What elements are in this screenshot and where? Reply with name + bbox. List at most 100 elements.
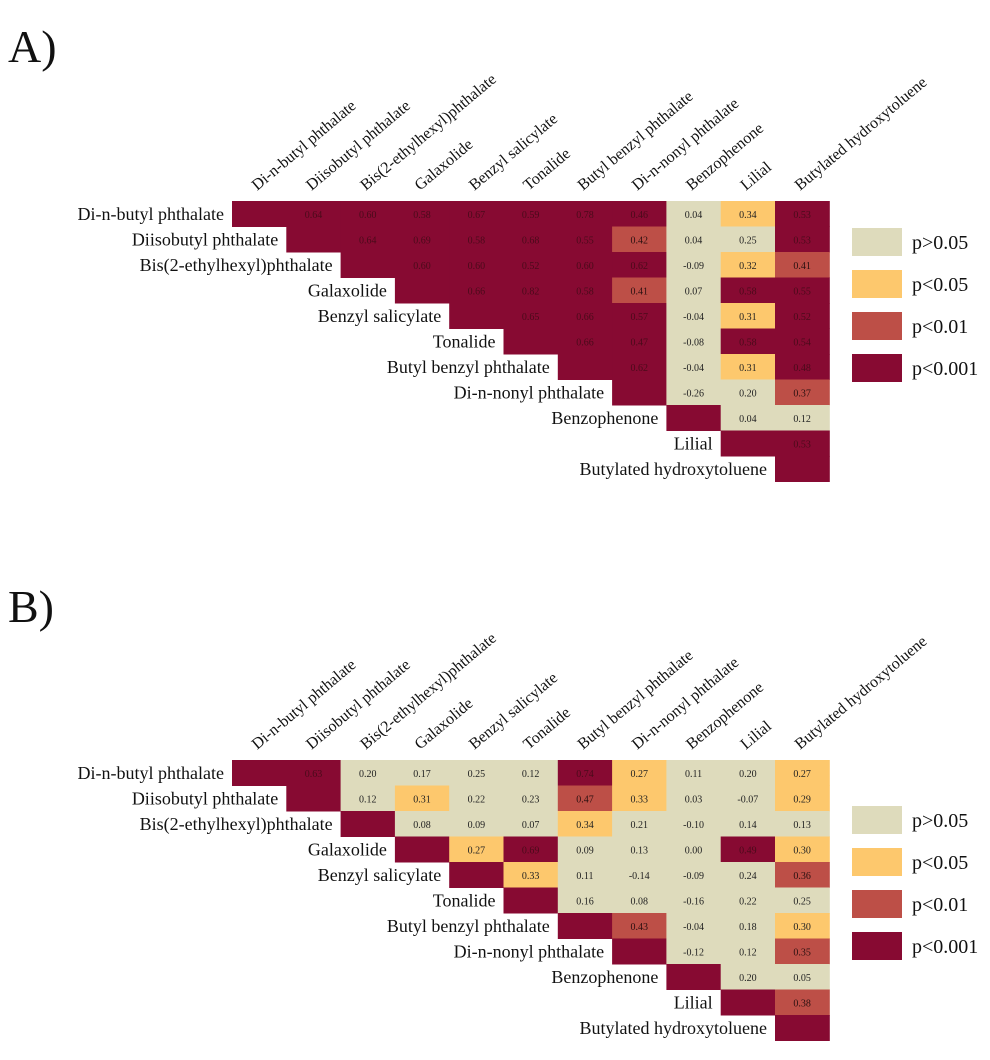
cell-value-label: 0.38 [793,998,811,1009]
heatmap-cell [775,964,830,990]
legend-label: p>0.05 [912,810,968,832]
cell-value-label: 0.58 [739,286,757,297]
cell-value-label: 0.14 [739,820,757,831]
column-label: Butylated hydroxytoluene [792,74,931,194]
heatmap-cell [612,277,667,304]
heatmap-cell [612,785,667,812]
heatmap-cell [720,201,776,227]
heatmap-cell [449,785,504,812]
legend-swatch [852,890,902,918]
cell-value-label: 0.04 [685,235,703,246]
cell-value-label: 0.60 [576,261,594,272]
legend: p>0.05 p<0.05 p<0.01 p<0.001 [852,806,978,960]
heatmap-cell [720,913,776,939]
cell-value-label: -0.12 [683,947,704,958]
heatmap-cell [720,760,776,786]
heatmap-cell [720,430,776,457]
cell-value-label: 0.43 [631,922,649,933]
cell-value-label: -0.04 [683,922,704,933]
cell-value-label: 0.20 [739,973,757,984]
cell-value-label: 0.27 [631,769,649,780]
cell-value-label: 0.22 [739,896,757,907]
heatmap-cell [612,226,667,253]
heatmap-cell [666,201,722,227]
cell-value-label: -0.04 [683,363,704,374]
column-label: Butylated hydroxytoluene [792,633,931,753]
heatmap-cell [394,277,450,304]
legend-label: p<0.05 [912,852,968,874]
heatmap-cell [720,836,776,863]
cell-value-label: 0.09 [576,845,594,856]
cell-value-label: 0.08 [631,896,649,907]
cell-value-label: 0.53 [793,439,811,450]
cell-value-label: 0.04 [685,210,703,221]
cell-value-label: 0.58 [468,235,486,246]
heatmap-cell [775,760,830,786]
heatmap-cell [720,354,776,380]
heatmap-cell [775,862,830,888]
heatmap-cell [503,328,559,355]
cell-value-label: 0.62 [631,363,649,374]
row-label: Galaxolide [308,839,387,859]
heatmap-cell [720,252,776,278]
cell-value-label: -0.08 [683,337,704,348]
cell-value-label: 0.58 [739,337,757,348]
heatmap-cell [720,989,776,1016]
panel-label: A) [8,21,57,72]
cell-value-label: 0.41 [793,261,811,272]
heatmap-cell [394,252,450,278]
cell-value-label: 0.42 [631,235,649,246]
cell-value-label: 0.57 [631,312,649,323]
heatmap-cell [720,862,776,888]
heatmap-cell [775,456,830,482]
row-label: Galaxolide [308,280,387,300]
cell-value-label: 0.66 [576,312,594,323]
cell-value-label: 0.32 [739,261,757,272]
heatmap-cell [666,354,722,380]
row-label: Butyl benzyl phthalate [387,357,550,377]
cell-value-label: 0.54 [793,337,811,348]
heatmap-cell [503,226,559,253]
heatmap-cell [720,964,776,990]
heatmap-cell [666,277,722,304]
heatmap-cell [720,379,776,406]
heatmap-cell [449,303,504,329]
heatmap-cell [340,760,396,786]
heatmap-cell [666,964,722,990]
heatmap-cell [612,379,667,406]
row-label: Di-n-butyl phthalate [78,204,224,224]
column-label: Lilial [737,158,775,194]
cell-value-label: 0.29 [793,794,811,805]
cell-value-label: 0.53 [793,210,811,221]
row-label: Tonalide [433,890,496,910]
heatmap-cell [612,354,667,380]
heatmap-cell [775,836,830,863]
cell-value-label: 0.21 [631,820,649,831]
heatmap-cell [394,811,450,837]
cell-value-label: 0.52 [793,312,811,323]
cell-value-label: 0.60 [468,261,486,272]
legend-label: p<0.01 [912,316,968,338]
heatmap-cell [286,760,342,786]
heatmap-cell [612,328,667,355]
cell-value-label: 0.67 [468,210,486,221]
cell-value-label: 0.27 [468,845,486,856]
heatmap-cell [503,760,559,786]
row-label: Diisobutyl phthalate [132,229,278,249]
cell-value-label: 0.12 [739,947,757,958]
cell-value-label: 0.12 [522,769,540,780]
heatmap-cell [775,354,830,380]
heatmap-cell [720,811,776,837]
cell-value-label: 0.03 [685,794,703,805]
heatmap-cell [666,252,722,278]
cell-value-label: 0.13 [631,845,649,856]
heatmap-cell [720,405,776,431]
cell-value-label: 0.78 [576,210,594,221]
cell-value-label: 0.41 [631,286,649,297]
legend-label: p<0.001 [912,358,978,380]
heatmap-cell [557,862,613,888]
heatmap-cell [612,303,667,329]
heatmap-cell [232,201,287,227]
heatmap-cell [449,811,504,837]
row-label: Tonalide [433,331,496,351]
